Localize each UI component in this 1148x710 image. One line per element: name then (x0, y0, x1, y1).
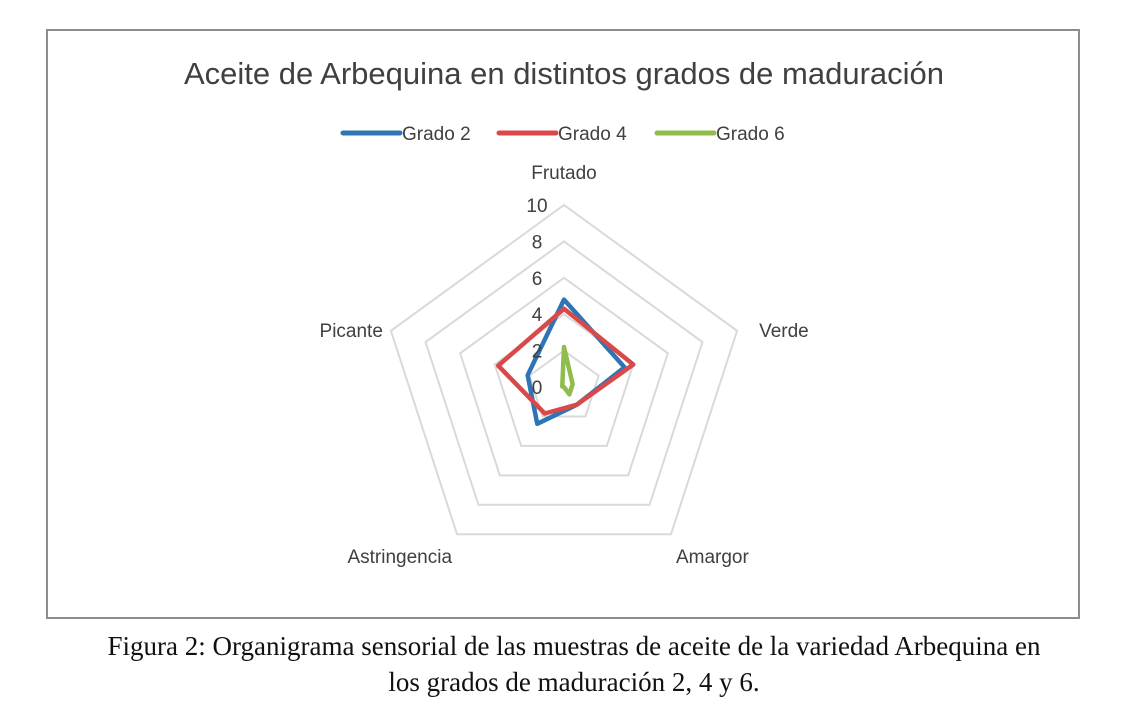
axis-label-astringencia: Astringencia (347, 547, 452, 568)
legend-entry-grado-4: Grado 4 (496, 124, 627, 145)
tick-label-8: 8 (532, 232, 543, 253)
caption-line-1: Figura 2: Organigrama sensorial de las m… (107, 631, 1041, 661)
legend-label-grado-4: Grado 4 (558, 124, 627, 145)
series-line-grado-2 (525, 297, 627, 427)
legend-label-grado-6: Grado 6 (716, 124, 785, 145)
legend-entry-grado-2: Grado 2 (340, 124, 471, 145)
grid-ring-4 (424, 240, 704, 506)
tick-label-0: 0 (532, 378, 543, 399)
tick-label-2: 2 (532, 342, 543, 363)
chart-title: Aceite de Arbequina en distintos grados … (184, 56, 944, 91)
grid-ring-5 (389, 203, 739, 536)
axis-label-amargor: Amargor (676, 547, 750, 568)
legend: Grado 2 Grado 4 Grado 6 (340, 124, 785, 145)
grid-ring-1 (528, 349, 600, 418)
chart-frame (46, 29, 1080, 619)
figure-caption: Figura 2: Organigrama sensorial de las m… (0, 628, 1148, 700)
tick-label-4: 4 (532, 305, 543, 326)
axis-labels: Frutado Verde Amargor Astringencia Picante (320, 163, 809, 568)
legend-entry-grado-6: Grado 6 (654, 124, 785, 145)
caption-line-2: los grados de maduración 2, 4 y 6. (388, 667, 760, 697)
tick-label-6: 6 (532, 269, 543, 290)
axis-label-picante: Picante (320, 321, 383, 342)
axis-label-frutado: Frutado (531, 163, 596, 184)
tick-label-10: 10 (526, 196, 547, 217)
series-line-grado-6 (560, 344, 575, 397)
series-line-grado-4 (495, 306, 636, 416)
axis-label-verde: Verde (759, 321, 809, 342)
radial-tick-labels: 0 2 4 6 8 10 (526, 196, 547, 399)
series-layer (495, 297, 636, 427)
legend-label-grado-2: Grado 2 (402, 124, 471, 145)
grid-ring-3 (458, 276, 670, 477)
